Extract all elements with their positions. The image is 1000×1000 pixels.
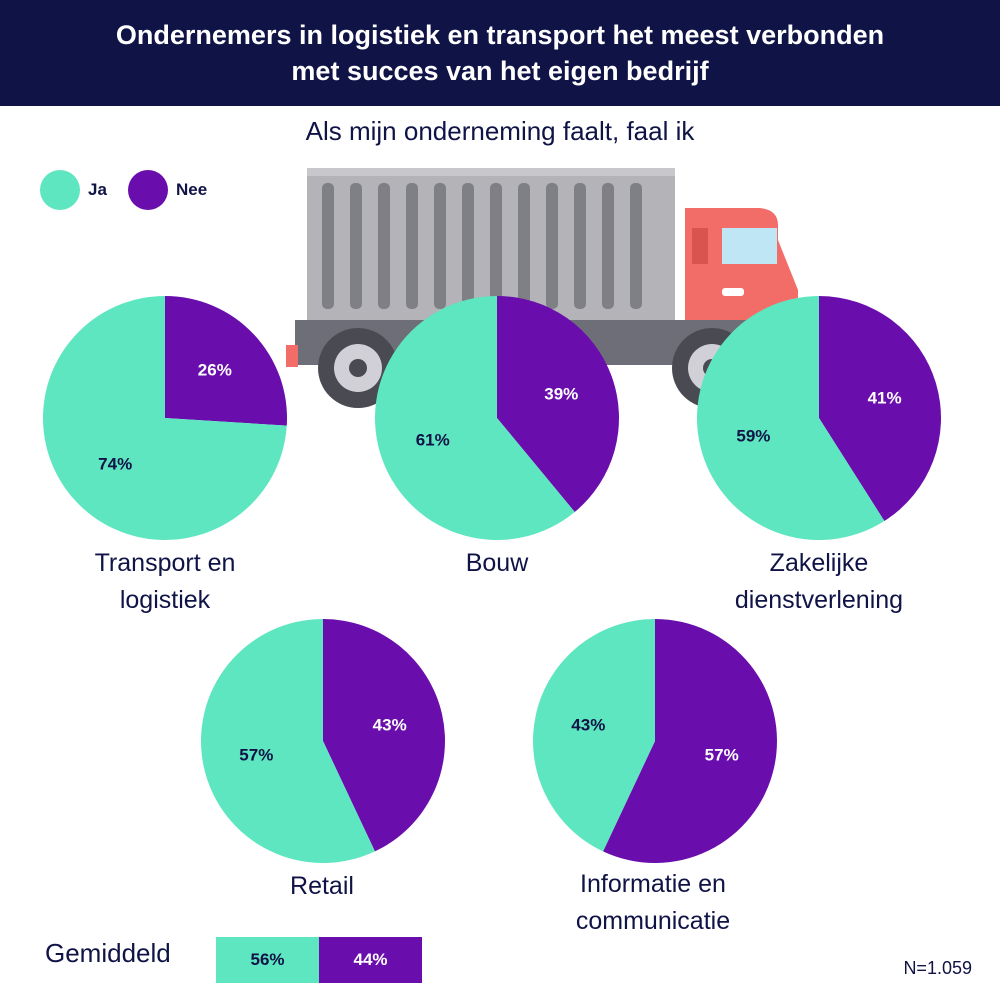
pie-label-ja: 61% [416, 431, 450, 450]
category-label-retail: Retail [197, 868, 447, 905]
pie-transport-logistiek: 26% 74% [42, 296, 287, 540]
pie-slice-ja [201, 619, 375, 863]
average-label: Gemiddeld [45, 938, 171, 968]
sample-size-note: N=1.059 [903, 958, 972, 978]
pie-slice-nee [819, 296, 941, 522]
pie-retail: 43% 57% [201, 619, 445, 863]
category-label-zakelijke: Zakelijke dienstverlening [694, 545, 944, 619]
title-line-2: met succes van het eigen bedrijf [291, 56, 709, 86]
legend-item-ja: Ja [40, 170, 107, 210]
pie-label-nee: 41% [868, 388, 902, 407]
pie-slice-nee [323, 619, 445, 852]
header: Ondernemers in logistiek en transport he… [0, 0, 1000, 106]
pie-zakelijke-dienstverlening: 41% 59% [696, 296, 941, 540]
category-label-line-2: dienstverlening [734, 586, 904, 614]
category-label-line-1: Informatie en [580, 870, 726, 898]
category-label-bouw: Bouw [372, 545, 622, 582]
pie-bouw: 39% 61% [374, 296, 619, 540]
legend-swatch-ja [40, 170, 80, 210]
pie-slice-ja [533, 619, 655, 852]
pie-label-ja: 57% [239, 745, 273, 764]
category-label-line-2: logistiek [119, 586, 211, 614]
category-label-line-1: Zakelijke [769, 549, 869, 577]
pie-slice-nee [497, 296, 619, 513]
pie-slice-ja [696, 296, 885, 540]
pie-label-ja: 59% [736, 427, 770, 446]
pie-slice-ja [42, 296, 287, 540]
pie-label-ja: 43% [571, 716, 605, 735]
category-label-informatie: Informatie en communicatie [528, 866, 778, 940]
pie-label-nee: 43% [373, 716, 407, 735]
pie-informatie-communicatie: 57% 43% [533, 619, 777, 863]
average-bar-ja: 56% [216, 937, 319, 983]
pie-slice-nee [603, 619, 777, 863]
pie-label-nee: 57% [705, 745, 739, 764]
pie-label-nee: 26% [198, 361, 232, 380]
pie-slice-ja [374, 296, 575, 540]
category-label-transport: Transport en logistiek [40, 545, 290, 619]
legend-swatch-nee [128, 170, 168, 210]
legend-label-nee: Nee [176, 180, 208, 199]
category-label-line-1: Bouw [465, 549, 529, 577]
legend-item-nee: Nee [128, 170, 207, 210]
category-label-line-2: communicatie [575, 907, 731, 935]
category-label-line-1: Retail [290, 872, 354, 900]
legend-label-ja: Ja [88, 180, 107, 199]
chart-subtitle: Als mijn onderneming faalt, faal ik [305, 116, 695, 146]
average-bar-nee: 44% [319, 937, 422, 983]
category-label-line-1: Transport en [94, 549, 236, 577]
title-line-1: Ondernemers in logistiek en transport he… [115, 20, 885, 50]
pie-label-ja: 74% [98, 454, 132, 473]
pie-label-nee: 39% [544, 384, 578, 403]
pie-slice-nee [165, 296, 287, 426]
